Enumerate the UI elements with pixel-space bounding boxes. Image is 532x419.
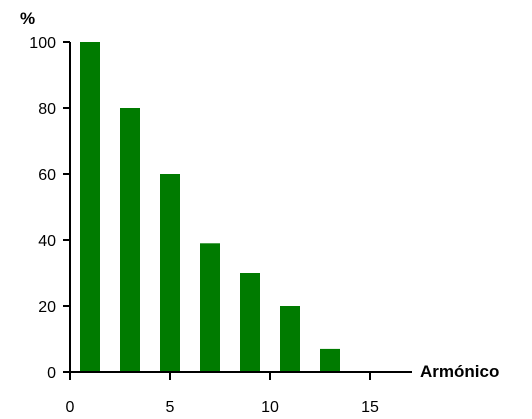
x-ticks-group: 0 5 10 15 [66,372,379,416]
bar-harmonic-5 [160,174,180,372]
x-axis-label: Armónico [420,362,499,381]
bar-harmonic-1 [80,42,100,372]
y-tick-label-40: 40 [38,233,56,250]
y-tick-label-80: 80 [38,101,56,118]
x-tick-label-10: 10 [261,399,279,416]
x-tick-label-15: 15 [361,399,379,416]
x-tick-label-0: 0 [66,399,75,416]
y-tick-label-0: 0 [47,365,56,382]
y-ticks-group: 0 20 40 60 80 100 [29,35,70,382]
y-tick-label-100: 100 [29,35,56,52]
bar-harmonic-7 [200,243,220,372]
bar-harmonic-3 [120,108,140,372]
bar-harmonic-9 [240,273,260,372]
bars-group [80,42,340,372]
y-axis-label: % [20,9,35,28]
x-tick-label-5: 5 [166,399,175,416]
y-tick-label-20: 20 [38,299,56,316]
y-tick-label-60: 60 [38,167,56,184]
bar-harmonic-13 [320,348,340,372]
bar-harmonic-11 [280,306,300,372]
